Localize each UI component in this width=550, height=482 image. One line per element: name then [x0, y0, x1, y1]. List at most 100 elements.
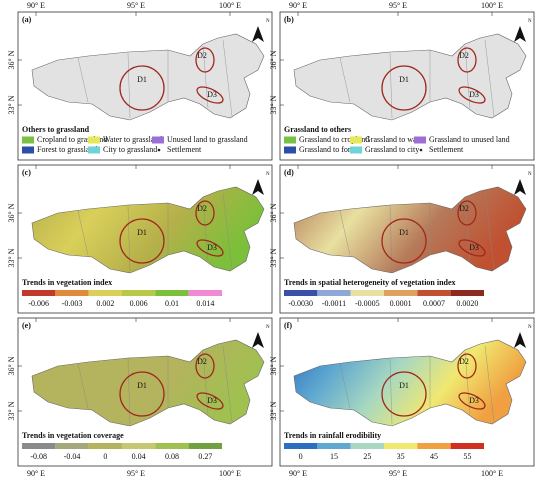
- legend-swatch: [350, 146, 362, 154]
- colorbar-cell: [122, 290, 156, 296]
- region-label: D1: [137, 381, 147, 390]
- colorbar-cell: [450, 443, 484, 449]
- lat-label: 33° N: [269, 401, 278, 420]
- region-ellipse: [458, 392, 486, 410]
- region-label: D3: [207, 396, 217, 405]
- region-ellipse: [195, 353, 215, 379]
- legend-title: Trends in spatial heterogeneity of veget…: [284, 278, 456, 287]
- legend-dot: [157, 148, 161, 152]
- region-ellipse: [381, 218, 427, 264]
- colorbar-tick: 0.27: [198, 452, 212, 461]
- colorbar-tick: 55: [463, 452, 471, 461]
- north-arrow: [514, 26, 526, 42]
- region-ellipse: [196, 239, 224, 257]
- map-inner-lines: [339, 39, 495, 119]
- north-label: N: [266, 325, 270, 330]
- colorbar-tick: -0.0030: [288, 299, 313, 308]
- region-ellipse: [119, 218, 165, 264]
- north-arrow: [514, 332, 526, 348]
- colorbar-tick: 0.0001: [390, 299, 412, 308]
- map-region: [293, 33, 527, 121]
- legend-label: Grassland to cropland: [299, 135, 369, 144]
- lat-label: 36° N: [7, 50, 16, 69]
- lon-label: 100° E: [481, 469, 503, 478]
- region-label: D1: [399, 75, 409, 84]
- lon-label: 95° E: [389, 1, 407, 10]
- region-ellipse: [457, 353, 477, 379]
- legend-label: Grassland to water: [365, 135, 425, 144]
- legend-swatch: [414, 136, 426, 144]
- lon-label: 100° E: [219, 1, 241, 10]
- colorbar-tick: 0.0007: [423, 299, 445, 308]
- region-label: D1: [399, 381, 409, 390]
- colorbar-tick: -0.0011: [322, 299, 346, 308]
- colorbar-tick: 35: [397, 452, 405, 461]
- region-label: D3: [469, 243, 479, 252]
- region-ellipse: [195, 200, 215, 226]
- colorbar-cell: [55, 443, 89, 449]
- colorbar-cell: [22, 290, 56, 296]
- lat-label: 33° N: [269, 248, 278, 267]
- colorbar-tick: -0.003: [62, 299, 83, 308]
- panel: 36° N 33° N D1 D2 D3 N (e) Trends in vegetation…: [7, 317, 273, 467]
- region-ellipse: [381, 371, 427, 417]
- colorbar-cell: [88, 290, 122, 296]
- panel-label: (d): [284, 168, 294, 177]
- lat-label: 33° N: [269, 95, 278, 114]
- lat-label: 36° N: [7, 203, 16, 222]
- lon-label: 95° E: [389, 469, 407, 478]
- lat-label: 33° N: [7, 95, 16, 114]
- lon-label: 95° E: [127, 1, 145, 10]
- panel-label: (f): [284, 321, 292, 330]
- legend-label: Forest to grassland: [37, 145, 97, 154]
- map-inner-lines: [77, 39, 233, 119]
- colorbar-tick: 0: [103, 452, 107, 461]
- legend-title: Others to grassland: [22, 125, 90, 134]
- region-ellipse: [119, 371, 165, 417]
- region-label: D3: [469, 90, 479, 99]
- colorbar-cell: [384, 290, 418, 296]
- map-region: [293, 186, 527, 274]
- legend-label: Settlement: [429, 145, 464, 154]
- colorbar-cell: [284, 290, 318, 296]
- colorbar-cell: [417, 443, 451, 449]
- legend-title: Trends in vegetation index: [22, 278, 112, 287]
- lon-label: 90° E: [27, 469, 45, 478]
- region-ellipse: [196, 86, 224, 104]
- colorbar-tick: 0.014: [196, 299, 214, 308]
- region-label: D1: [399, 228, 409, 237]
- lat-label: 33° N: [7, 248, 16, 267]
- legend-label: Grassland to city: [365, 145, 419, 154]
- lat-label: 36° N: [269, 356, 278, 375]
- region-ellipse: [196, 392, 224, 410]
- region-label: D1: [137, 75, 147, 84]
- panel-label: (e): [22, 321, 31, 330]
- map-region: [31, 33, 265, 121]
- north-label: N: [528, 19, 532, 24]
- region-ellipse: [381, 65, 427, 111]
- lat-label: 36° N: [269, 50, 278, 69]
- panel: 36° N 33° N D1 D2 D3 N (d) Trends in spatial he…: [269, 164, 535, 314]
- legend-label: Grassland to forest: [299, 145, 360, 154]
- colorbar-cell: [155, 443, 189, 449]
- colorbar-cell: [384, 443, 418, 449]
- region-label: D2: [197, 357, 207, 366]
- colorbar-tick: 0: [299, 452, 303, 461]
- legend-label: Water to grassland: [103, 135, 162, 144]
- lon-label: 90° E: [289, 469, 307, 478]
- lon-label: 90° E: [27, 1, 45, 10]
- legend-label: Unused land to grassland: [167, 135, 248, 144]
- colorbar-tick: 0.04: [132, 452, 146, 461]
- legend-swatch: [22, 146, 34, 154]
- colorbar-tick: 0.0020: [456, 299, 478, 308]
- colorbar-cell: [55, 290, 89, 296]
- lon-label: 95° E: [127, 469, 145, 478]
- region-label: D1: [137, 228, 147, 237]
- region-label: D2: [197, 51, 207, 60]
- panel-label: (b): [284, 15, 294, 24]
- north-label: N: [266, 172, 270, 177]
- region-label: D2: [197, 204, 207, 213]
- colorbar-cell: [450, 290, 484, 296]
- legend-title: Trends in rainfall erodibility: [284, 431, 381, 440]
